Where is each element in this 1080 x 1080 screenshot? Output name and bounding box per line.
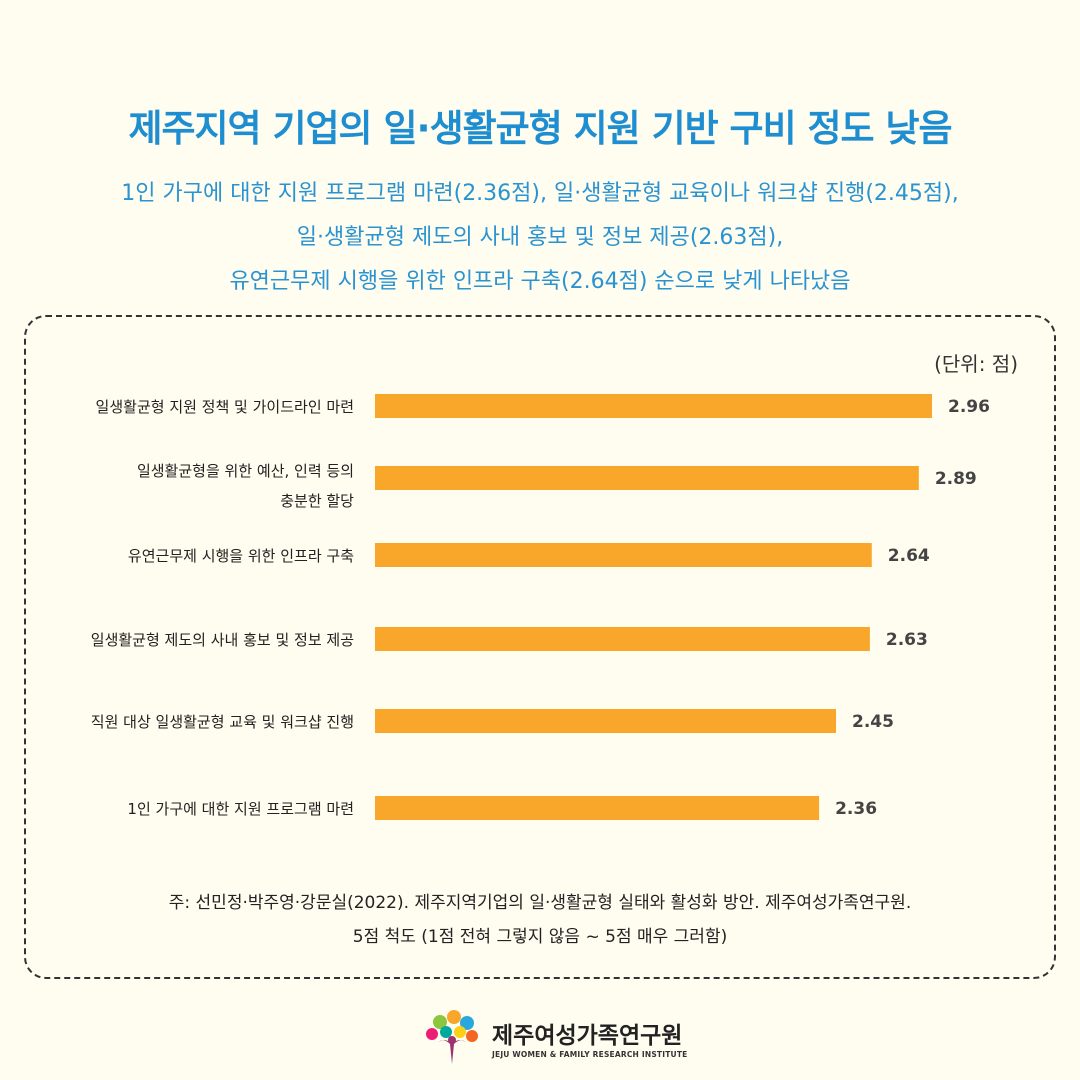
source-note-line-2: 5점 척도 (1점 전혀 그렇지 않음 ~ 5점 매우 그러함) [352, 927, 728, 947]
logo-name: 제주여성가족연구원 [492, 1023, 683, 1049]
bar-5 [375, 709, 837, 733]
bar-2 [375, 466, 919, 490]
subtitle-line-3: 유연근무제 시행을 위한 인프라 구축(2.64점) 순으로 낮게 나타났음 [229, 269, 851, 294]
subtitle-line-2: 일·생활균형 제도의 사내 홍보 및 정보 제공(2.63점), [296, 225, 784, 250]
category-label-2-line-1: 일생활균형을 위한 예산, 인력 등의 [137, 462, 354, 480]
institute-logo: 제주여성가족연구원 JEJU WOMEN & FAMILY RESEARCH I… [420, 1008, 687, 1068]
category-label-3: 유연근무제 시행을 위한 인프라 구축 [128, 547, 354, 565]
value-label-6: 2.36 [835, 799, 877, 819]
subtitle-line-1: 1인 가구에 대한 지원 프로그램 마련(2.36점), 일·생활균형 교육이나… [121, 181, 959, 206]
value-label-1: 2.96 [948, 397, 990, 417]
page-subtitle: 1인 가구에 대한 지원 프로그램 마련(2.36점), 일·생활균형 교육이나… [0, 172, 1080, 304]
value-label-2: 2.89 [935, 469, 977, 489]
chart-panel [24, 315, 1056, 979]
category-label-6: 1인 가구에 대한 지원 프로그램 마련 [127, 800, 354, 818]
category-label-2-line-2: 충분한 할당 [280, 492, 354, 510]
logo-english-name: JEJU WOMEN & FAMILY RESEARCH INSTITUTE [492, 1050, 688, 1059]
category-label-1: 일생활균형 지원 정책 및 가이드라인 마련 [96, 398, 354, 416]
bar-6 [375, 796, 820, 820]
value-label-5: 2.45 [852, 712, 894, 732]
source-note: 주: 선민정·박주영·강문실(2022). 제주지역기업의 일·생활균형 실태와… [0, 886, 1080, 954]
bar-4 [375, 627, 870, 651]
category-label-5: 직원 대상 일생활균형 교육 및 워크샵 진행 [91, 713, 354, 731]
value-label-4: 2.63 [886, 630, 928, 650]
value-label-3: 2.64 [888, 546, 930, 566]
bar-3 [375, 543, 872, 567]
bar-1 [375, 394, 932, 418]
tree-logo-icon [426, 1010, 478, 1064]
page-title: 제주지역 기업의 일·생활균형 지원 기반 구비 정도 낮음 [128, 107, 952, 150]
source-note-line-1: 주: 선민정·박주영·강문실(2022). 제주지역기업의 일·생활균형 실태와… [168, 893, 912, 913]
category-label-4: 일생활균형 제도의 사내 홍보 및 정보 제공 [91, 631, 354, 649]
unit-label: (단위: 점) [934, 352, 1018, 376]
